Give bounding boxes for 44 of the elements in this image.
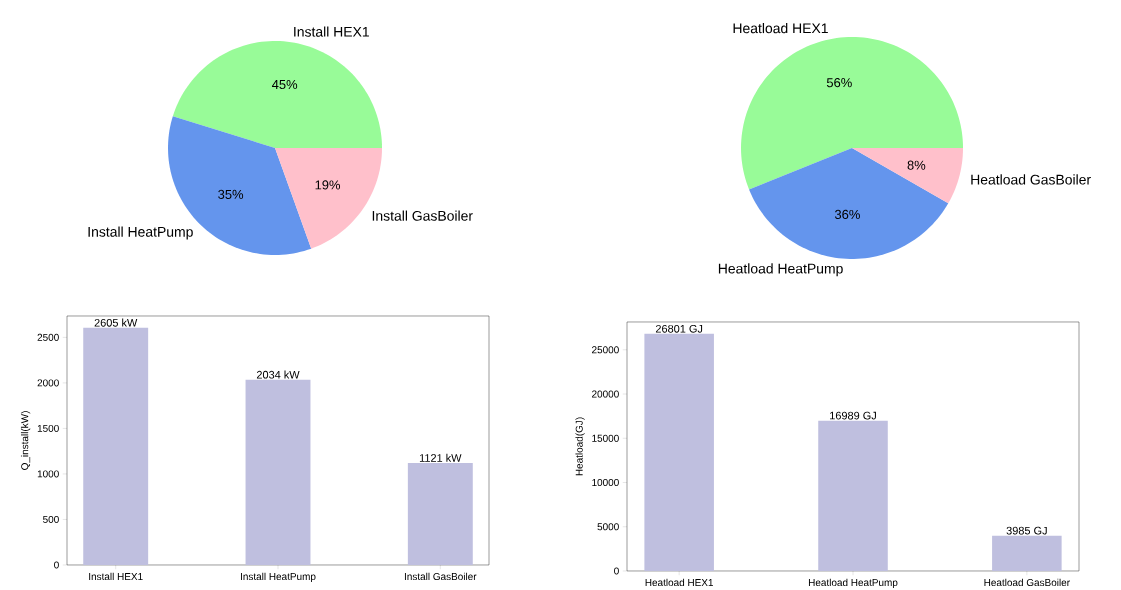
data-label: 56% [826,78,852,88]
x-tick-label: Install GasBoiler [404,572,477,581]
slice-label: Heatload HeatPump [718,263,843,277]
bar [245,379,311,565]
x-tick-label: Install HEX1 [89,572,143,581]
x-tick-label: Heatload HEX1 [645,578,713,587]
y-tick-label: 1000 [37,470,59,478]
data-label: 16989 GJ [830,411,876,420]
bar [407,462,473,565]
data-label: 1121 kW [419,453,462,462]
data-label: 2034 kW [256,370,300,379]
bar [818,420,888,571]
y-tick-label: 2000 [37,379,59,387]
data-label: 36% [834,209,860,220]
y-tick-label: 1500 [37,424,59,432]
y-tick-label: 500 [43,515,59,523]
data-label: 19% [315,180,341,190]
bar [992,535,1062,571]
x-tick-label: Install HeatPump [241,572,316,583]
data-label: 2605 kW [94,318,138,327]
y-axis-title: Q_install(kW) [20,411,31,470]
data-label: 35% [218,189,244,199]
y-tick-label: 15000 [592,434,619,442]
data-label: 26801 GJ [655,324,703,333]
y-tick-label: 2500 [37,333,59,341]
slice-label: Heatload HEX1 [733,23,828,34]
y-tick-label: 0 [614,567,619,575]
y-tick-label: 10000 [592,478,619,487]
slice-label: Install HEX1 [294,26,369,37]
data-label: 3985 GJ [1006,526,1047,535]
data-label: 45% [271,79,298,90]
y-axis-title: Heatload(GJ) [575,417,585,476]
x-tick-label: Heatload GasBoiler [984,578,1070,587]
slice-label: Install HeatPump [88,226,193,240]
data-label: 8% [907,160,926,170]
bar [83,327,149,565]
x-tick-label: Heatload HeatPump [808,578,898,589]
slice-label: Install GasBoiler [372,210,473,221]
y-tick-label: 25000 [592,346,619,354]
bar [644,333,714,571]
y-tick-label: 5000 [597,523,619,531]
y-tick-label: 0 [54,561,59,569]
y-tick-label: 20000 [592,390,619,398]
slice-label: Heatload GasBoiler [971,174,1091,185]
